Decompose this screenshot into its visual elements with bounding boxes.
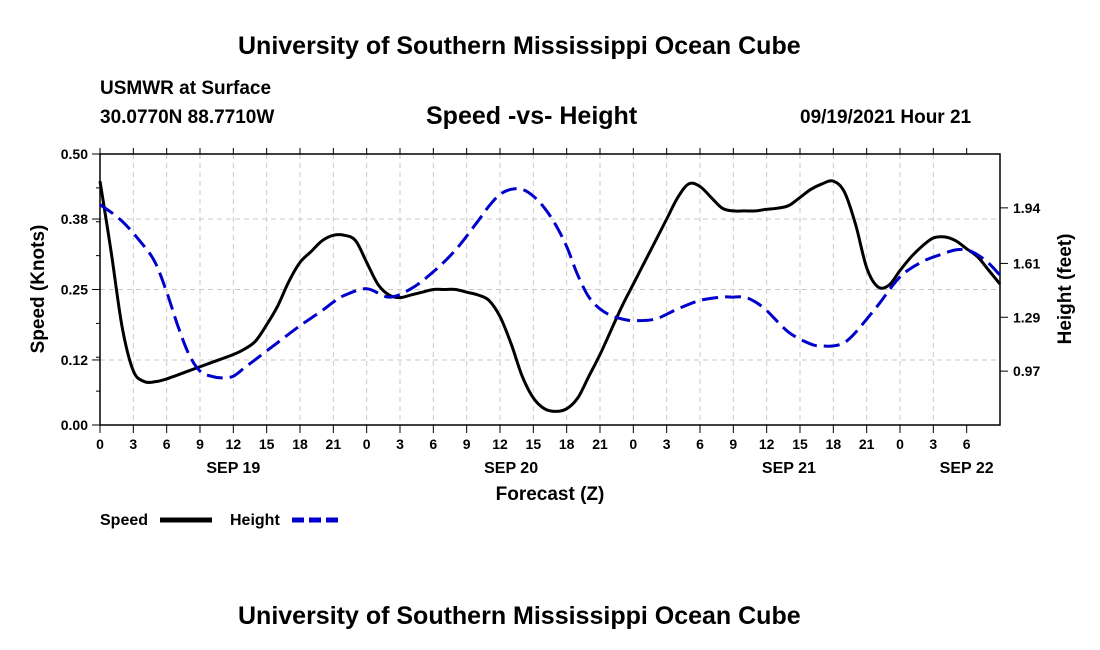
x-tick-label: 15 bbox=[792, 436, 808, 452]
x-tick-label: 3 bbox=[129, 436, 137, 452]
axis-labels: 0 3 6 9 12 15 18 21 0 3 6 9 12 15 18 21 0 3 6 9 12 15 18 21 0 3 6 S… bbox=[61, 146, 1041, 477]
y2-tick-label: 1.61 bbox=[1013, 255, 1040, 271]
x-tick-label: 6 bbox=[963, 436, 971, 452]
x-tick-label: 21 bbox=[326, 436, 342, 452]
x-date-label: SEP 22 bbox=[940, 460, 994, 477]
y-tick-label: 0.12 bbox=[61, 352, 88, 368]
axis-ticks bbox=[92, 148, 1008, 433]
y2-tick-label: 1.94 bbox=[1013, 200, 1040, 216]
x-tick-label: 18 bbox=[826, 436, 842, 452]
x-tick-label: 15 bbox=[526, 436, 542, 452]
x-tick-label: 15 bbox=[259, 436, 275, 452]
x-tick-label: 12 bbox=[492, 436, 508, 452]
x-tick-label: 12 bbox=[759, 436, 775, 452]
y-tick-label: 0.50 bbox=[61, 146, 88, 162]
x-date-label: SEP 19 bbox=[206, 460, 260, 477]
x-tick-label: 0 bbox=[363, 436, 371, 452]
station-label: USMWR at Surface bbox=[100, 78, 272, 99]
x-tick-label: 21 bbox=[592, 436, 608, 452]
y-tick-label: 0.25 bbox=[61, 282, 88, 298]
x-tick-label: 6 bbox=[429, 436, 437, 452]
x-tick-label: 3 bbox=[929, 436, 937, 452]
bottom-title: University of Southern Mississippi Ocean… bbox=[238, 602, 801, 630]
x-tick-label: 0 bbox=[96, 436, 104, 452]
x-tick-label: 9 bbox=[196, 436, 204, 452]
x-axis-title: Forecast (Z) bbox=[496, 484, 605, 505]
series-lines bbox=[98, 179, 1002, 413]
y-axis-title: Speed (Knots) bbox=[28, 225, 49, 354]
x-tick-label: 12 bbox=[226, 436, 242, 452]
x-tick-label: 6 bbox=[163, 436, 171, 452]
y2-tick-label: 1.29 bbox=[1013, 309, 1040, 325]
y2-axis-title: Height (feet) bbox=[1055, 234, 1076, 345]
top-title: University of Southern Mississippi Ocean… bbox=[238, 32, 801, 60]
grid-lines bbox=[100, 154, 1000, 425]
x-tick-label: 18 bbox=[292, 436, 308, 452]
legend-speed-label: Speed bbox=[100, 512, 148, 529]
x-tick-label: 18 bbox=[559, 436, 575, 452]
chart-title: Speed -vs- Height bbox=[426, 102, 638, 130]
x-tick-label: 21 bbox=[859, 436, 875, 452]
x-tick-label: 6 bbox=[696, 436, 704, 452]
y-tick-label: 0.38 bbox=[61, 211, 88, 227]
legend-height-label: Height bbox=[230, 512, 280, 529]
x-tick-label: 3 bbox=[396, 436, 404, 452]
series-line-height bbox=[99, 187, 1002, 380]
x-tick-label: 0 bbox=[629, 436, 637, 452]
x-tick-label: 0 bbox=[896, 436, 904, 452]
station-coords: 30.0770N 88.7710W bbox=[100, 107, 275, 128]
x-tick-label: 3 bbox=[663, 436, 671, 452]
legend: Speed Height bbox=[100, 512, 342, 529]
x-date-label: SEP 21 bbox=[762, 460, 816, 477]
x-tick-label: 9 bbox=[729, 436, 737, 452]
x-date-label: SEP 20 bbox=[484, 460, 538, 477]
series-line-speed bbox=[98, 179, 1002, 413]
chart: 0 3 6 9 12 15 18 21 0 3 6 9 12 15 18 21 0 3 6 9 12 15 18 21 0 3 6 S… bbox=[28, 146, 1076, 529]
y-tick-label: 0.00 bbox=[61, 417, 88, 433]
x-tick-label: 9 bbox=[463, 436, 471, 452]
y2-tick-label: 0.97 bbox=[1013, 363, 1040, 379]
forecast-datetime: 09/19/2021 Hour 21 bbox=[800, 107, 972, 128]
